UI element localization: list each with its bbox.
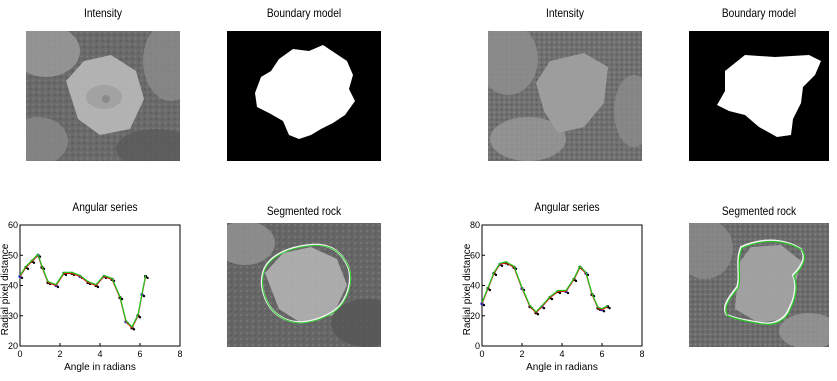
data-point	[488, 288, 492, 292]
data-point	[542, 306, 546, 310]
x-tick-label: 8	[639, 349, 644, 359]
data-point	[566, 291, 570, 295]
x-axis-label: Angle in radians	[64, 362, 136, 373]
data-point	[608, 306, 611, 310]
y-tick-label: 80	[470, 220, 480, 230]
x-tick-label: 0	[17, 349, 22, 359]
series-title: Angular series	[534, 200, 600, 214]
y-tick-label: 60	[470, 250, 480, 260]
y-tick-label: 40	[8, 281, 18, 291]
y-tick-label: 20	[470, 311, 480, 321]
data-point	[20, 276, 24, 280]
segmented-title: Segmented rock	[266, 204, 342, 218]
data-point	[120, 297, 124, 301]
data-point	[138, 316, 142, 319]
boundary-title: Boundary model	[721, 6, 797, 20]
intensity-title: Intensity	[83, 6, 122, 20]
x-tick-label: 2	[519, 349, 524, 359]
fit-line-green	[481, 261, 608, 313]
data-point	[550, 297, 554, 301]
y-tick-label: 50	[8, 250, 18, 260]
data-point	[482, 303, 486, 307]
y-axis-label: Radial pixel distance	[462, 243, 473, 335]
x-tick-label: 4	[559, 349, 564, 359]
angular-series-chart: 0 2 4 6 8 20 30 40 50 60 Angle in radians Radial pi…	[0, 220, 183, 373]
data-point	[142, 294, 146, 298]
boundary-model-image	[689, 31, 829, 161]
x-tick-label: 8	[177, 349, 182, 359]
series-title: Angular series	[72, 200, 138, 214]
segmented-rock-image	[227, 223, 381, 347]
y-tick-label: 20	[8, 341, 18, 351]
data-point	[96, 285, 100, 289]
x-tick-label: 4	[97, 349, 102, 359]
x-tick-label: 2	[57, 349, 62, 359]
intensity-image	[26, 31, 180, 161]
x-tick-label: 6	[599, 349, 604, 359]
data-point	[558, 291, 562, 295]
y-tick-label: 60	[8, 220, 18, 230]
intensity-image	[488, 31, 642, 161]
x-tick-label: 6	[137, 349, 142, 359]
data-point	[146, 276, 149, 280]
data-point	[32, 261, 36, 264]
data-point	[56, 285, 60, 289]
data-point	[494, 273, 498, 277]
data-point	[132, 328, 136, 331]
y-axis-label: Radial pixel distance	[0, 243, 11, 335]
y-tick-label: 30	[8, 311, 18, 321]
segmented-rock-image	[689, 223, 829, 347]
intensity-title: Intensity	[545, 6, 584, 20]
data-point	[64, 273, 68, 277]
y-tick-label: 40	[470, 281, 480, 291]
plot-frame	[19, 224, 181, 347]
x-tick-label: 0	[479, 349, 484, 359]
boundary-title: Boundary model	[266, 6, 342, 20]
y-tick-label: 0	[475, 341, 480, 351]
data-point	[602, 310, 606, 313]
fit-line-green	[19, 253, 147, 328]
data-point	[500, 264, 504, 268]
plot-frame	[481, 224, 643, 347]
x-axis-label: Angle in radians	[526, 362, 598, 373]
data-point	[26, 267, 30, 271]
data-point	[574, 279, 578, 283]
segmented-title: Segmented rock	[721, 204, 797, 218]
boundary-model-image	[227, 31, 381, 161]
data-point	[536, 313, 540, 316]
